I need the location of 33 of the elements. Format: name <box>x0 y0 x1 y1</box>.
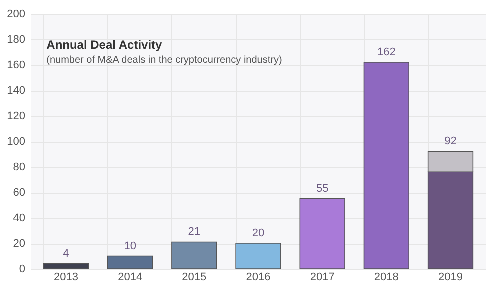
x-tick-label: 2019 <box>438 272 463 284</box>
x-tick-label: 2013 <box>54 272 78 284</box>
bar <box>108 256 154 270</box>
x-tick-label: 2018 <box>374 272 399 284</box>
total-label: 20 <box>252 228 265 240</box>
x-tick-label: 2015 <box>182 272 207 284</box>
y-tick-label: 60 <box>13 187 26 199</box>
total-label: 92 <box>444 136 457 148</box>
bar <box>43 264 90 270</box>
bar <box>172 242 218 270</box>
total-label: 162 <box>377 46 396 58</box>
bar <box>364 62 410 270</box>
bar <box>236 243 282 270</box>
y-tick-label: 120 <box>7 110 26 122</box>
y-tick-label: 140 <box>7 85 26 97</box>
total-label: 4 <box>63 248 70 260</box>
bar <box>300 198 346 270</box>
y-tick-label: 40 <box>13 212 26 224</box>
x-tick-label: 2016 <box>246 272 271 284</box>
total-label: 55 <box>316 182 329 195</box>
y-tick-label: 200 <box>7 8 26 20</box>
y-tick-label: 20 <box>13 238 26 250</box>
text: Annual Deal Activity <box>46 38 163 52</box>
x-tick-label: 2017 <box>310 272 335 284</box>
total-label: 10 <box>124 240 136 252</box>
x-tick-label: 2014 <box>118 272 143 284</box>
y-tick-label: 180 <box>7 34 26 46</box>
y-tick-label: 100 <box>7 136 26 148</box>
text: (number of M&A deals in the cryptocurrency industry) <box>46 55 282 66</box>
y-tick-label: 160 <box>7 60 26 72</box>
total-label: 21 <box>188 226 201 238</box>
y-tick-label: 80 <box>13 162 26 174</box>
y-tick-label: 0 <box>19 264 26 276</box>
